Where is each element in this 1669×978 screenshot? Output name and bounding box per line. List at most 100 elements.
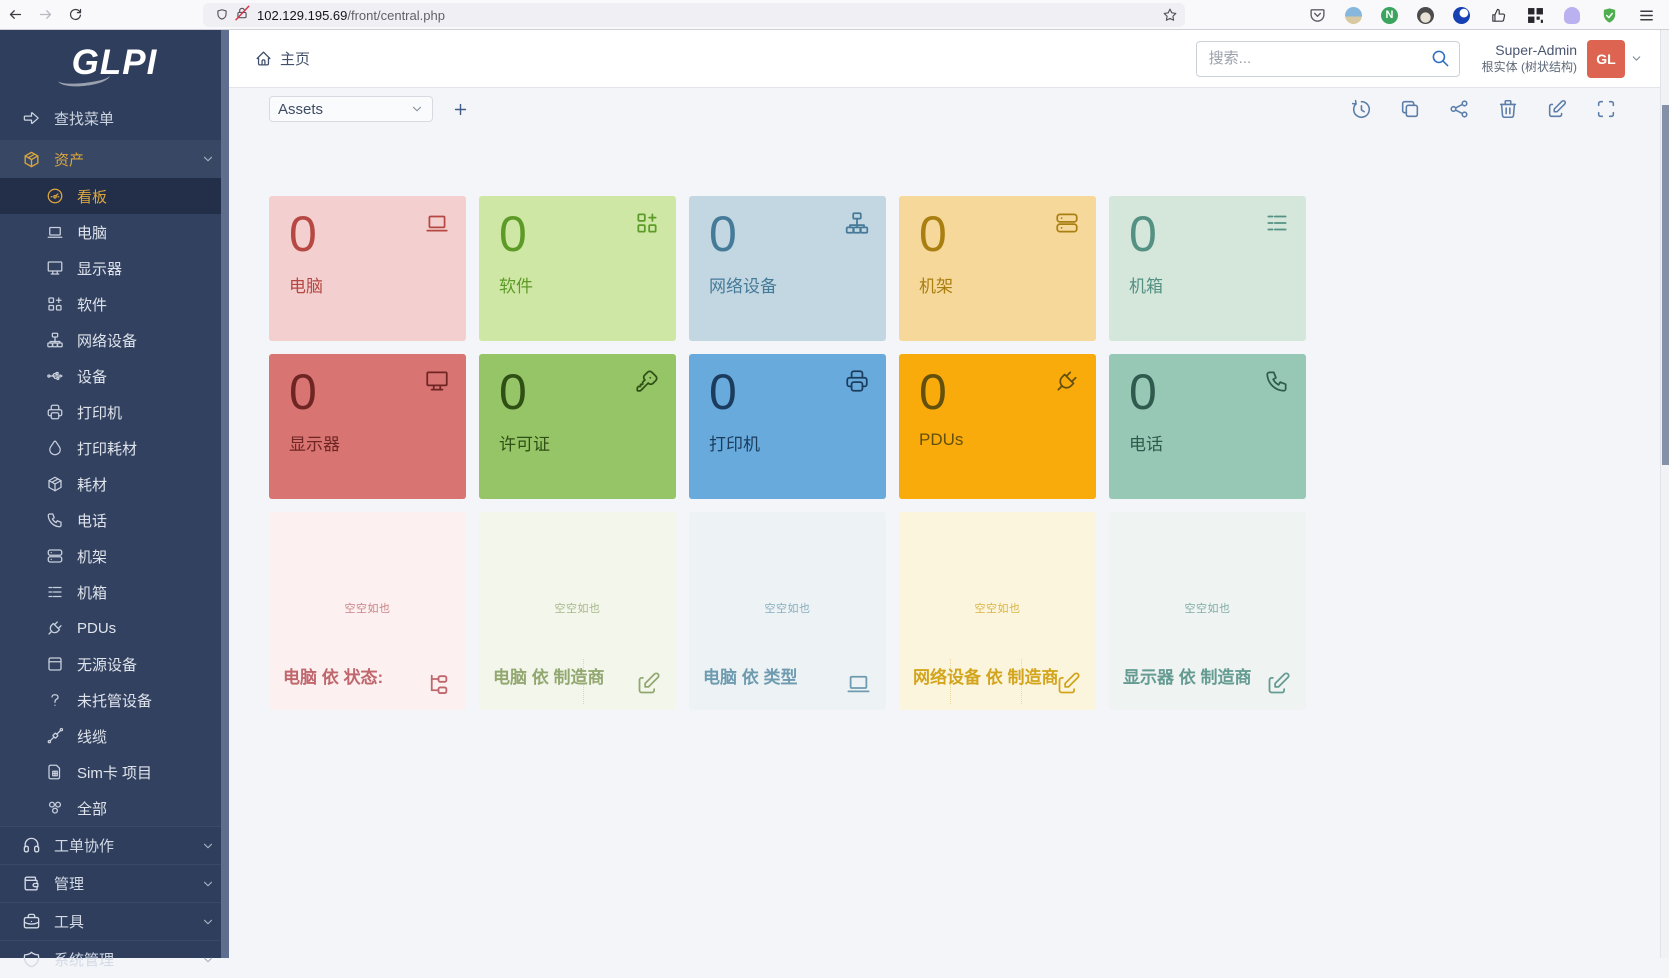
sidebar-item-passive-devices[interactable]: 无源设备 bbox=[0, 646, 229, 682]
card-count: 0 bbox=[289, 364, 317, 420]
sidebar-item-racks[interactable]: 机架 bbox=[0, 538, 229, 574]
widget-computers-by-type[interactable]: 空空如也 电脑 依 类型 bbox=[689, 512, 886, 710]
share-icon[interactable] bbox=[1448, 98, 1470, 120]
card-network-devices[interactable]: 0 网络设备 bbox=[689, 196, 886, 341]
sidebar-item-enclosures[interactable]: 机箱 bbox=[0, 574, 229, 610]
chevron-down-icon bbox=[410, 102, 424, 116]
empty-placeholder: 空空如也 bbox=[974, 603, 1021, 615]
chevron-down-icon bbox=[1630, 52, 1643, 65]
sitemap-icon bbox=[46, 331, 64, 349]
dashboard-selector-value: Assets bbox=[278, 100, 324, 118]
duplicate-icon[interactable] bbox=[1399, 98, 1421, 120]
add-dashboard-button[interactable] bbox=[448, 97, 472, 121]
sidebar-item-all[interactable]: 全部 bbox=[0, 790, 229, 826]
widget-computers-by-manufacturer[interactable]: 空空如也 电脑 依 制造商 bbox=[479, 512, 676, 710]
widget-label: 网络设备 依 制造商 bbox=[913, 668, 1059, 687]
edit-icon bbox=[1265, 670, 1292, 697]
edit-icon[interactable] bbox=[1546, 98, 1568, 120]
address-bar[interactable]: 102.129.195.69/front/central.php bbox=[203, 3, 1185, 27]
card-pdus[interactable]: 0 PDUs bbox=[899, 354, 1096, 499]
sidebar-section-tools[interactable]: 工具 bbox=[0, 902, 229, 940]
sidebar-section-management[interactable]: 管理 bbox=[0, 864, 229, 902]
back-button[interactable] bbox=[0, 2, 30, 28]
sidebar-item-dashboard[interactable]: 看板 bbox=[0, 178, 229, 214]
widget-computers-by-status[interactable]: 空空如也 电脑 依 状态: bbox=[269, 512, 466, 710]
card-count: 0 bbox=[289, 206, 317, 262]
card-monitors[interactable]: 0 显示器 bbox=[269, 354, 466, 499]
thumb-extension-icon[interactable] bbox=[1489, 6, 1507, 24]
sidebar-item-unmanaged[interactable]: 未托管设备 bbox=[0, 682, 229, 718]
ghost-extension-icon[interactable] bbox=[1564, 6, 1580, 24]
chevron-down-icon bbox=[201, 877, 215, 891]
monitor-icon bbox=[424, 368, 450, 394]
cable-icon bbox=[46, 727, 64, 745]
empty-placeholder: 空空如也 bbox=[764, 603, 811, 615]
user-menu[interactable]: Super-Admin 根实体 (树状结构) GL bbox=[1482, 39, 1643, 78]
edit-icon bbox=[1055, 670, 1082, 697]
card-phones[interactable]: 0 电话 bbox=[1109, 354, 1306, 499]
menu-icon[interactable] bbox=[1637, 6, 1655, 24]
qr-extension-icon[interactable] bbox=[1526, 6, 1544, 24]
empty-placeholder: 空空如也 bbox=[554, 603, 601, 615]
sidebar-item-consumables[interactable]: 耗材 bbox=[0, 466, 229, 502]
card-licenses[interactable]: 0 许可证 bbox=[479, 354, 676, 499]
sidebar-item-computers[interactable]: 电脑 bbox=[0, 214, 229, 250]
search-icon[interactable] bbox=[1431, 49, 1450, 68]
ball-extension-icon[interactable] bbox=[1453, 6, 1470, 24]
url-path: /front/central.php bbox=[347, 7, 445, 23]
browser-toolbar: 102.129.195.69/front/central.php N bbox=[0, 0, 1669, 30]
card-label: 电话 bbox=[1129, 435, 1163, 454]
sidebar-item-software[interactable]: 软件 bbox=[0, 286, 229, 322]
laptop-icon bbox=[845, 670, 872, 697]
plug-icon bbox=[1054, 368, 1080, 394]
history-icon[interactable] bbox=[1350, 98, 1372, 120]
pocket-icon[interactable] bbox=[1308, 6, 1326, 24]
phone-icon bbox=[46, 511, 64, 529]
card-software[interactable]: 0 软件 bbox=[479, 196, 676, 341]
sidebar-item-simcards[interactable]: Sim卡 项目 bbox=[0, 754, 229, 790]
sidebar-item-find-menu[interactable]: 查找菜单 bbox=[0, 96, 229, 140]
avatar[interactable]: GL bbox=[1587, 39, 1625, 78]
breadcrumb[interactable]: 主页 bbox=[255, 48, 310, 69]
sidebar-item-printers[interactable]: 打印机 bbox=[0, 394, 229, 430]
adguard-extension-icon[interactable] bbox=[1600, 6, 1618, 24]
chevron-down-icon bbox=[201, 953, 215, 967]
sidebar-item-network-devices[interactable]: 网络设备 bbox=[0, 322, 229, 358]
apps-icon bbox=[634, 210, 660, 236]
sidebar-section-assistance[interactable]: 工单协作 bbox=[0, 826, 229, 864]
dashboard-selector[interactable]: Assets bbox=[269, 96, 433, 122]
card-label: 显示器 bbox=[289, 435, 340, 454]
tracking-protection-shield-icon[interactable] bbox=[215, 8, 229, 22]
chevron-down-icon bbox=[201, 915, 215, 929]
sidebar: GLPI 查找菜单 资产 看板 电脑 显示器 软件 网络设备 设备 打印机 打印… bbox=[0, 30, 229, 969]
widget-network-devices-by-manufacturer[interactable]: 空空如也 网络设备 依 制造商 bbox=[899, 512, 1096, 710]
search-input[interactable] bbox=[1195, 40, 1460, 77]
sidebar-section-assets[interactable]: 资产 bbox=[0, 140, 229, 178]
sidebar-item-monitors[interactable]: 显示器 bbox=[0, 250, 229, 286]
glpi-logo[interactable]: GLPI bbox=[0, 30, 229, 96]
widget-monitors-by-manufacturer[interactable]: 空空如也 显示器 依 制造商 bbox=[1109, 512, 1306, 710]
trash-icon[interactable] bbox=[1497, 98, 1519, 120]
sidebar-section-administration[interactable]: 系统管理 bbox=[0, 940, 229, 978]
sidebar-item-phones[interactable]: 电话 bbox=[0, 502, 229, 538]
page-scrollbar[interactable] bbox=[1660, 30, 1669, 958]
n-extension-icon[interactable]: N bbox=[1381, 6, 1398, 24]
reload-button[interactable] bbox=[60, 2, 90, 28]
sidebar-item-pdus[interactable]: PDUs bbox=[0, 610, 229, 646]
card-computers[interactable]: 0 电脑 bbox=[269, 196, 466, 341]
bookmark-star-icon[interactable] bbox=[1163, 8, 1177, 22]
monkey-extension-icon[interactable] bbox=[1417, 6, 1434, 24]
card-enclosures[interactable]: 0 机箱 bbox=[1109, 196, 1306, 341]
sidebar-item-cables[interactable]: 线缆 bbox=[0, 718, 229, 754]
photo-extension-icon[interactable] bbox=[1345, 6, 1362, 24]
card-racks[interactable]: 0 机架 bbox=[899, 196, 1096, 341]
sidebar-item-devices[interactable]: 设备 bbox=[0, 358, 229, 394]
sidebar-item-cartridges[interactable]: 打印耗材 bbox=[0, 430, 229, 466]
card-count: 0 bbox=[919, 364, 947, 420]
card-printers[interactable]: 0 打印机 bbox=[689, 354, 886, 499]
scrollbar-thumb[interactable] bbox=[1662, 105, 1669, 465]
fullscreen-icon[interactable] bbox=[1595, 98, 1617, 120]
sidebar-scrollbar[interactable] bbox=[221, 30, 229, 958]
forward-button[interactable] bbox=[30, 2, 60, 28]
insecure-lock-icon[interactable] bbox=[235, 6, 249, 25]
